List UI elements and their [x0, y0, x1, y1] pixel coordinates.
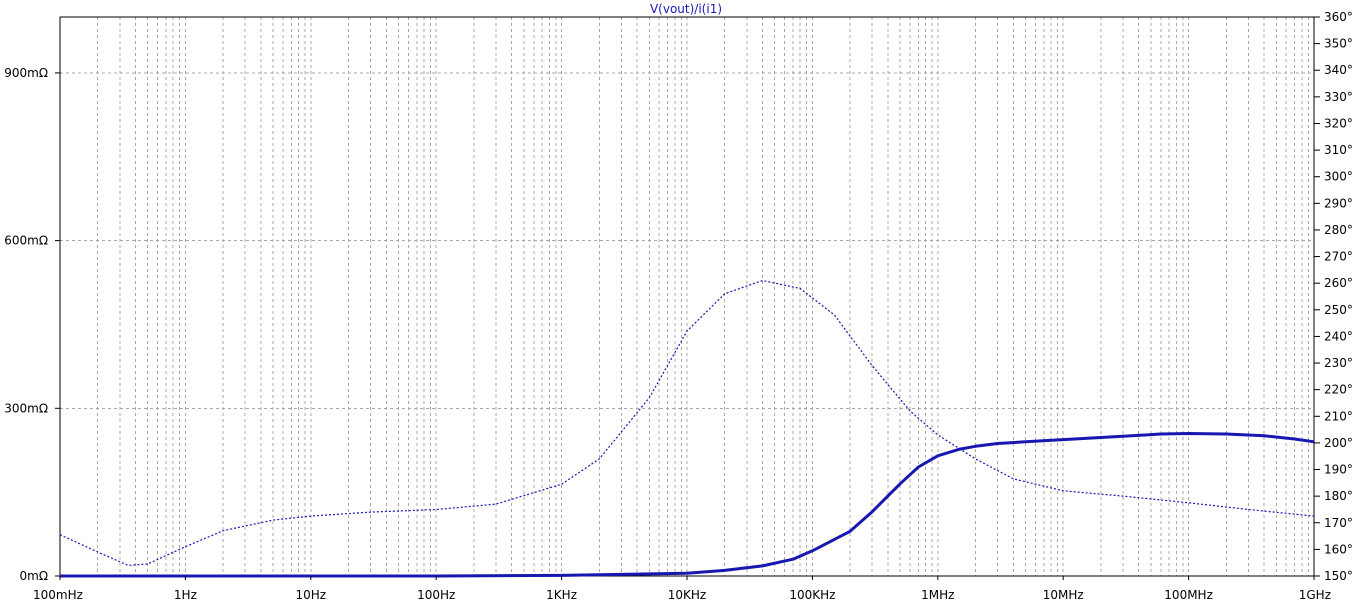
x-tick-label: 1Hz	[174, 588, 197, 602]
right-tick-label: 240°	[1324, 329, 1353, 343]
left-axis-ticks: 0mΩ 300mΩ 600mΩ 900mΩ	[4, 66, 60, 583]
right-tick-label: 200°	[1324, 436, 1353, 450]
plot-series	[59, 279, 1315, 578]
x-tick-label: 100Hz	[417, 588, 455, 602]
right-tick-label: 340°	[1324, 63, 1353, 77]
right-tick-label: 300°	[1324, 170, 1353, 184]
plot-grid	[60, 17, 1314, 576]
right-tick-label: 320°	[1324, 116, 1353, 130]
right-tick-label: 150°	[1324, 569, 1353, 583]
right-tick-label: 160°	[1324, 542, 1353, 556]
magnitude-curve	[60, 432, 1315, 578]
x-tick-label: 100mHz	[33, 588, 83, 602]
right-tick-label: 310°	[1324, 143, 1353, 157]
right-tick-label: 250°	[1324, 303, 1353, 317]
x-tick-label: 1GHz	[1299, 588, 1331, 602]
right-tick-label: 180°	[1324, 489, 1353, 503]
x-axis-ticks: 100mHz 1Hz 10Hz 100Hz 1KHz 10KHz 100KHz 1MHz 10M…	[33, 576, 1331, 602]
chart-title: V(vout)/i(i1)	[650, 2, 722, 16]
x-tick-label: 10MHz	[1043, 588, 1084, 602]
left-tick-label: 0mΩ	[20, 569, 49, 583]
right-tick-label: 220°	[1324, 383, 1353, 397]
right-tick-label: 170°	[1324, 516, 1353, 530]
right-tick-label: 360°	[1324, 10, 1353, 24]
right-axis-ticks: 150° 160° 170° 180° 190° 200° 210° 220° 230° 240°…	[1314, 10, 1353, 583]
left-tick-label: 900mΩ	[4, 66, 48, 80]
right-tick-label: 330°	[1324, 90, 1353, 104]
right-tick-label: 350°	[1324, 37, 1353, 51]
right-tick-label: 280°	[1324, 223, 1353, 237]
phase-curve	[59, 279, 1315, 567]
right-tick-label: 210°	[1324, 409, 1353, 423]
x-tick-label: 1KHz	[546, 588, 577, 602]
x-tick-label: 100KHz	[789, 588, 835, 602]
right-tick-label: 260°	[1324, 276, 1353, 290]
right-tick-label: 230°	[1324, 356, 1353, 370]
right-tick-label: 270°	[1324, 250, 1353, 264]
x-tick-label: 1MHz	[921, 588, 954, 602]
right-tick-label: 290°	[1324, 196, 1353, 210]
x-tick-label: 10Hz	[296, 588, 327, 602]
x-tick-label: 100MHz	[1164, 588, 1213, 602]
right-tick-label: 190°	[1324, 463, 1353, 477]
left-tick-label: 600mΩ	[4, 234, 48, 248]
left-tick-label: 300mΩ	[4, 401, 48, 415]
x-tick-label: 10KHz	[668, 588, 706, 602]
